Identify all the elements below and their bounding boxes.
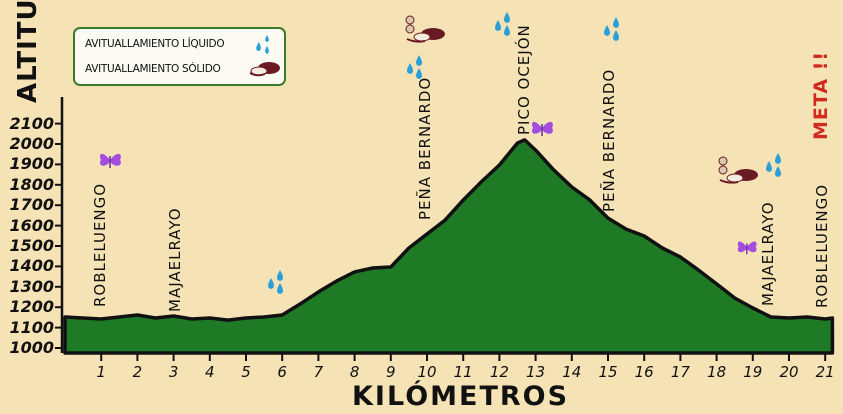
x-tick-label: 7 — [313, 363, 324, 381]
water-drops-icon — [604, 17, 619, 41]
food-icon — [249, 62, 280, 77]
x-tick-label: 11 — [453, 363, 473, 381]
y-axis-title: ALTITUD — [13, 0, 43, 103]
x-tick-label: 9 — [386, 363, 396, 381]
x-tick-label: 17 — [670, 363, 690, 381]
place-label-pena-bernardo-2: PEÑA BERNARDO — [600, 68, 618, 212]
x-tick-label: 6 — [277, 363, 287, 381]
y-tick-label: 2100 — [9, 113, 54, 133]
x-tick-label: 19 — [743, 363, 763, 381]
y-tick-label: 1400 — [9, 256, 54, 276]
finish-label: META !! — [810, 50, 832, 140]
food-icon — [405, 15, 445, 43]
x-tick-label: 12 — [489, 363, 509, 381]
x-tick-label: 16 — [634, 363, 654, 381]
x-axis-title: KILÓMETROS — [352, 381, 570, 412]
x-tick-label: 13 — [526, 363, 546, 381]
elevation-area — [63, 138, 835, 355]
y-tick-label: 1600 — [9, 215, 54, 235]
x-tick-label: 1 — [96, 363, 106, 381]
water-drops-icon — [256, 35, 269, 54]
y-tick-label: 1800 — [9, 174, 54, 194]
water-drops-icon — [766, 153, 781, 177]
place-label-robleluengo-end: ROBLELUENGO — [813, 183, 831, 308]
x-axis-ticks — [100, 353, 827, 361]
y-tick-label: 1200 — [9, 297, 54, 317]
x-tick-label: 20 — [779, 363, 799, 381]
x-tick-label: 5 — [241, 363, 251, 381]
food-icon — [718, 156, 758, 184]
x-tick-label: 14 — [562, 363, 582, 381]
place-label-majaelrayo-2: MAJAELRAYO — [759, 201, 777, 306]
water-drops-icon — [495, 12, 510, 36]
legend: AVITUALLAMIENTO LÍQUIDO AVITUALLAMIENTO … — [73, 27, 286, 86]
place-label-pico-ocejon: PICO OCEJÓN — [515, 24, 533, 135]
x-tick-label: 15 — [598, 363, 618, 381]
y-tick-label: 2000 — [9, 134, 54, 153]
water-drops-icon — [268, 270, 283, 294]
x-tick-label: 8 — [349, 363, 360, 381]
place-label-pena-bernardo-1: PEÑA BERNARDO — [416, 76, 434, 220]
y-tick-label: 1900 — [9, 154, 54, 174]
water-drops-icon — [407, 55, 422, 79]
y-tick-label: 1000 — [9, 338, 54, 357]
x-tick-label: 10 — [417, 363, 437, 381]
y-tick-label: 1100 — [9, 317, 54, 337]
x-tick-label: 4 — [205, 363, 215, 381]
annotation-icons — [99, 12, 781, 294]
legend-label-solid: AVITUALLAMIENTO SÓLIDO — [85, 63, 221, 75]
butterfly-icon — [99, 153, 121, 168]
legend-label-liquid: AVITUALLAMIENTO LÍQUIDO — [85, 38, 225, 50]
y-tick-label: 1500 — [9, 236, 54, 255]
butterfly-icon — [531, 121, 553, 136]
x-tick-label: 18 — [707, 363, 727, 381]
butterfly-icon — [737, 241, 757, 255]
place-label-robleluengo-start: ROBLELUENGO — [91, 182, 109, 307]
x-tick-label: 2 — [132, 363, 143, 381]
place-label-majaelrayo-1: MAJAELRAYO — [166, 207, 184, 312]
y-tick-label: 1300 — [9, 276, 54, 296]
y-tick-label: 1700 — [9, 195, 54, 215]
x-tick-label: 21 — [815, 363, 835, 381]
x-tick-label: 3 — [168, 363, 179, 381]
